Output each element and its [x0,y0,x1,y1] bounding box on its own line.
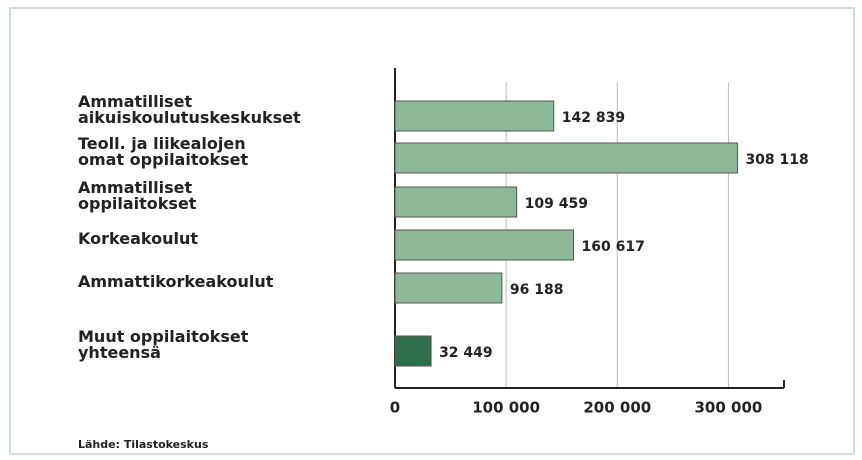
category-label: Ammatilliset aikuiskoulutuskeskukset [78,92,301,127]
bar [394,186,518,218]
bar [394,142,738,174]
category-label: Ammattikorkeakoulut [78,272,274,291]
bar [394,272,503,304]
value-label: 109 459 [525,196,588,212]
value-label: 160 617 [582,239,645,255]
x-tick-label: 200 000 [583,399,651,417]
x-tick-label: 300 000 [694,399,762,417]
x-tick-label: 100 000 [472,399,540,417]
category-label: Ammatilliset oppilaitokset [78,178,197,213]
source: Lähde: Tilastokeskus [78,438,209,451]
bar [394,100,555,132]
bar [394,335,432,367]
category-label: Muut oppilaitokset yhteensä [78,327,249,362]
value-label: 142 839 [562,110,625,126]
category-label: Teoll. ja liikealojen omat oppilaitokset [78,134,249,169]
category-label: Korkeakoulut [78,229,198,248]
value-label: 96 188 [510,282,564,298]
value-label: 32 449 [439,345,493,361]
bar [394,229,575,261]
value-label: 308 118 [745,152,808,168]
frame [9,7,855,455]
x-tick-label: 0 [390,399,400,417]
